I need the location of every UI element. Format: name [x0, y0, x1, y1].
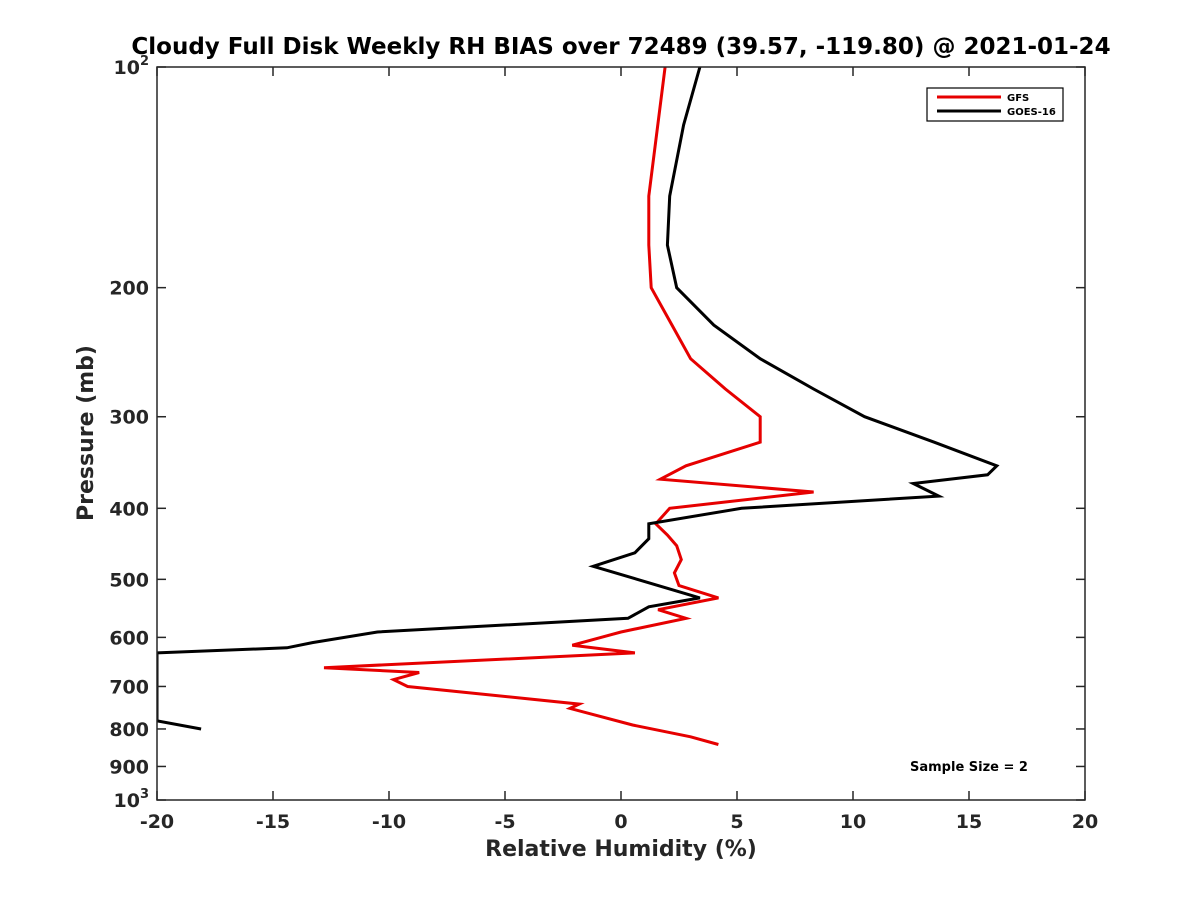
legend-box — [926, 87, 1064, 122]
sample-size-annotation: Sample Size = 2 — [910, 760, 1028, 775]
x-tick-label: -10 — [372, 811, 406, 833]
x-tick-label: 15 — [956, 811, 982, 833]
x-tick-label: 20 — [1072, 811, 1098, 833]
x-tick-label: 10 — [840, 811, 866, 833]
x-tick-label: -15 — [256, 811, 290, 833]
x-tick-label: -5 — [494, 811, 515, 833]
y-tick-label: 600 — [109, 627, 149, 649]
series-line-gfs — [323, 67, 814, 746]
y-tick-label: 102 — [114, 54, 150, 79]
y-tick-label: 200 — [109, 278, 149, 300]
series-line-goes-16 — [157, 67, 1000, 731]
y-tick-label: 300 — [109, 407, 149, 429]
x-tick-label: 0 — [614, 811, 627, 833]
x-axis-ticks: -20 -15 -10 -5 0 5 10 15 20 — [140, 67, 1098, 833]
legend: GFS GOES-16 — [926, 87, 1064, 122]
legend-label: GFS — [1007, 93, 1029, 104]
chart-title: Cloudy Full Disk Weekly RH BIAS over 724… — [131, 34, 1110, 60]
legend-label: GOES-16 — [1007, 107, 1056, 118]
y-axis-label: Pressure (mb) — [74, 345, 99, 521]
y-tick-label: 500 — [109, 569, 149, 591]
y-tick-label: 700 — [109, 676, 149, 698]
y-tick-label: 900 — [109, 756, 149, 778]
x-tick-label: 5 — [730, 811, 743, 833]
x-axis-label: Relative Humidity (%) — [485, 837, 757, 862]
y-tick-label: 400 — [109, 498, 149, 520]
axis-box — [156, 66, 1086, 801]
plot-area — [157, 67, 1000, 746]
x-tick-label: -20 — [140, 811, 174, 833]
y-axis-ticks: 102 200 300 400 500 600 700 800 900 103 — [109, 54, 1085, 812]
y-tick-label: 103 — [114, 787, 150, 812]
y-tick-label: 800 — [109, 719, 149, 741]
